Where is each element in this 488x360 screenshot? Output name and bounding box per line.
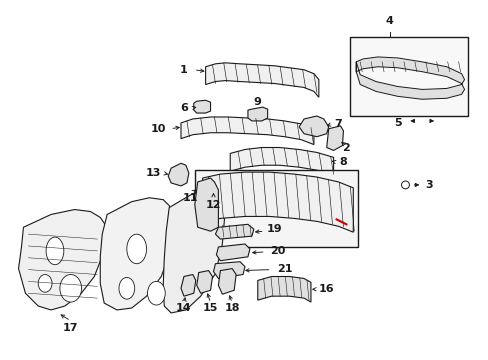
Polygon shape bbox=[205, 63, 318, 97]
Text: 20: 20 bbox=[269, 246, 285, 256]
Ellipse shape bbox=[60, 275, 81, 302]
Ellipse shape bbox=[119, 278, 135, 299]
Polygon shape bbox=[218, 269, 236, 294]
Text: 21: 21 bbox=[276, 264, 291, 274]
Ellipse shape bbox=[147, 282, 165, 305]
Polygon shape bbox=[168, 163, 188, 186]
Polygon shape bbox=[215, 224, 253, 239]
Text: 19: 19 bbox=[266, 224, 282, 234]
Polygon shape bbox=[100, 198, 176, 310]
Text: 7: 7 bbox=[334, 119, 342, 129]
Text: 11: 11 bbox=[183, 193, 198, 203]
Polygon shape bbox=[19, 210, 107, 310]
Bar bbox=[194, 170, 358, 247]
Text: 10: 10 bbox=[150, 124, 166, 134]
Polygon shape bbox=[213, 262, 244, 278]
Text: 18: 18 bbox=[224, 303, 240, 313]
Polygon shape bbox=[257, 276, 310, 302]
Ellipse shape bbox=[38, 275, 52, 292]
Polygon shape bbox=[194, 178, 218, 231]
Polygon shape bbox=[202, 172, 352, 232]
Polygon shape bbox=[356, 57, 464, 99]
Ellipse shape bbox=[126, 234, 146, 264]
Text: 1: 1 bbox=[180, 65, 187, 75]
Polygon shape bbox=[193, 100, 210, 113]
Polygon shape bbox=[247, 107, 267, 121]
Text: 6: 6 bbox=[180, 103, 187, 113]
Text: 9: 9 bbox=[253, 97, 261, 107]
Polygon shape bbox=[163, 192, 225, 313]
Text: 17: 17 bbox=[63, 323, 78, 333]
Text: 4: 4 bbox=[385, 15, 393, 26]
Text: 8: 8 bbox=[339, 157, 346, 167]
Polygon shape bbox=[230, 148, 333, 175]
Bar bbox=[349, 37, 468, 116]
Polygon shape bbox=[196, 271, 212, 293]
Polygon shape bbox=[216, 244, 249, 261]
Text: 15: 15 bbox=[203, 303, 218, 313]
Polygon shape bbox=[181, 275, 195, 296]
Text: 2: 2 bbox=[342, 144, 349, 153]
Polygon shape bbox=[326, 126, 343, 150]
Polygon shape bbox=[299, 116, 328, 137]
Text: 13: 13 bbox=[145, 168, 161, 178]
Text: 3: 3 bbox=[425, 180, 432, 190]
Ellipse shape bbox=[46, 237, 64, 265]
Text: 16: 16 bbox=[318, 284, 334, 294]
Circle shape bbox=[401, 181, 408, 189]
Polygon shape bbox=[181, 117, 313, 145]
Text: 5: 5 bbox=[393, 118, 401, 128]
Text: 14: 14 bbox=[176, 303, 191, 313]
Text: 12: 12 bbox=[205, 199, 221, 210]
